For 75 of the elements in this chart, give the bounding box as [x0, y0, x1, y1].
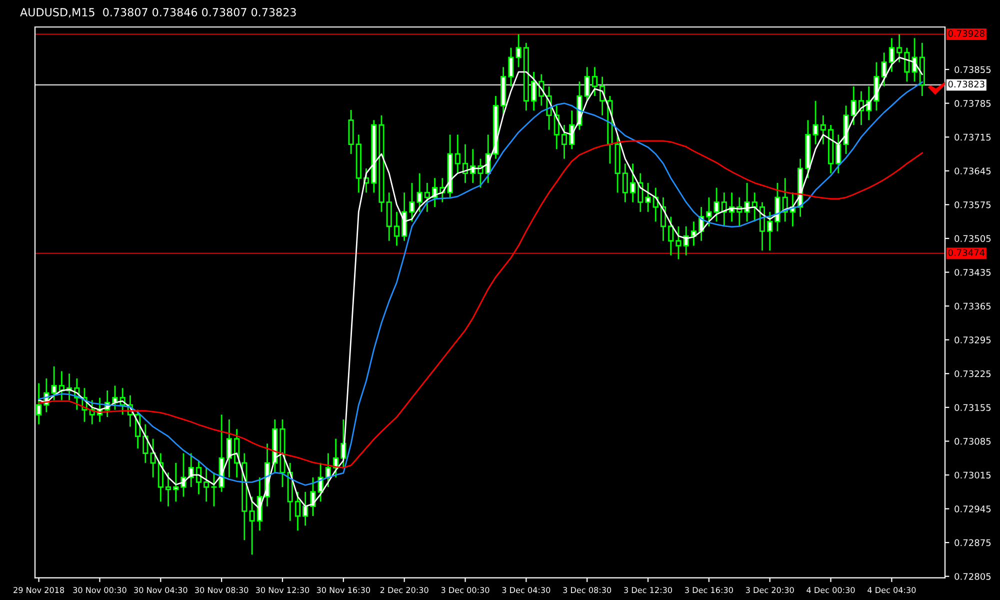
candlestick [714, 187, 720, 222]
x-tick-label: 3 Dec 12:30 [624, 586, 672, 594]
candlestick [294, 491, 301, 532]
candlestick [409, 182, 415, 222]
candlestick [554, 104, 560, 150]
candlestick [204, 467, 210, 502]
candlestick [752, 192, 758, 222]
candlestick [51, 366, 57, 401]
x-tick-label: 3 Dec 04:30 [502, 586, 550, 594]
candlestick [325, 452, 331, 488]
y-tick-label: 0.73855 [954, 66, 991, 74]
y-tick-label: 0.73435 [954, 268, 991, 276]
x-tick-label: 4 Dec 00:30 [806, 586, 855, 594]
candlestick [652, 187, 658, 222]
candlestick [394, 211, 400, 246]
candlestick [645, 182, 651, 213]
y-tick-label: 0.73645 [954, 168, 991, 174]
candlestick [165, 472, 172, 508]
candlestick [896, 34, 902, 63]
ref-line-label: 0.73474 [948, 249, 985, 256]
candlestick [516, 34, 522, 68]
candlestick [904, 47, 910, 82]
x-tick-label: 3 Dec 08:30 [563, 586, 612, 594]
candlestick [112, 384, 118, 411]
chart-title: AUDUSD,M15 0.73807 0.73846 0.73807 0.73823 [20, 8, 296, 18]
candlestick [416, 172, 422, 213]
candlestick [744, 182, 750, 222]
candlestick [668, 216, 674, 256]
x-tick-label: 30 Nov 16:30 [316, 586, 370, 594]
candlestick [561, 124, 568, 160]
candlestick [767, 211, 773, 252]
ref-line-label: 0.73823 [948, 80, 984, 88]
x-tick-label: 30 Nov 12:30 [256, 586, 310, 594]
candlestick [622, 162, 628, 203]
candlestick [173, 462, 179, 502]
candlestick [226, 418, 232, 478]
y-tick-label: 0.73155 [954, 404, 991, 411]
y-tick-label: 0.73505 [954, 235, 991, 242]
candlestick [478, 158, 484, 188]
x-tick-label: 3 Dec 20:30 [746, 586, 794, 594]
candlestick [592, 66, 598, 97]
x-tick-label: 3 Dec 00:30 [441, 586, 490, 594]
y-tick-label: 0.73085 [954, 438, 991, 445]
candlestick [836, 134, 842, 174]
x-tick-label: 30 Nov 08:30 [195, 586, 248, 594]
candlestick [706, 196, 712, 228]
candlestick [820, 114, 826, 145]
y-tick-label: 0.73785 [954, 100, 991, 107]
y-tick-label: 0.73225 [954, 370, 991, 378]
candlestick [638, 172, 644, 213]
candlestick [196, 460, 202, 495]
candlestick [676, 226, 682, 260]
candlestick [454, 134, 460, 174]
y-tick-label: 0.72875 [954, 539, 991, 546]
y-tick-label: 0.72805 [954, 573, 991, 580]
x-tick-label: 30 Nov 00:30 [73, 586, 126, 594]
candlestick [180, 452, 186, 498]
y-tick-label: 0.73575 [954, 201, 991, 208]
y-tick-label: 0.73715 [954, 134, 991, 141]
x-tick-label: 30 Nov 04:30 [134, 586, 188, 594]
candlestick [630, 162, 636, 203]
candlestick [142, 424, 148, 464]
x-tick-label: 3 Dec 16:30 [685, 586, 733, 594]
y-tick-label: 0.73365 [954, 302, 991, 310]
ref-line-label: 0.73928 [948, 30, 984, 37]
candlestick [150, 438, 156, 478]
candlestick [812, 100, 818, 145]
candlestick [249, 496, 255, 556]
x-tick-label: 29 Nov 2018 [14, 586, 64, 594]
x-tick-label: 4 Dec 04:30 [868, 586, 916, 594]
candlestick [424, 182, 430, 213]
y-tick-label: 0.73015 [954, 472, 991, 479]
x-tick-label: 2 Dec 20:30 [380, 586, 428, 594]
y-tick-label: 0.73295 [954, 336, 991, 344]
y-tick-label: 0.72945 [954, 506, 991, 512]
